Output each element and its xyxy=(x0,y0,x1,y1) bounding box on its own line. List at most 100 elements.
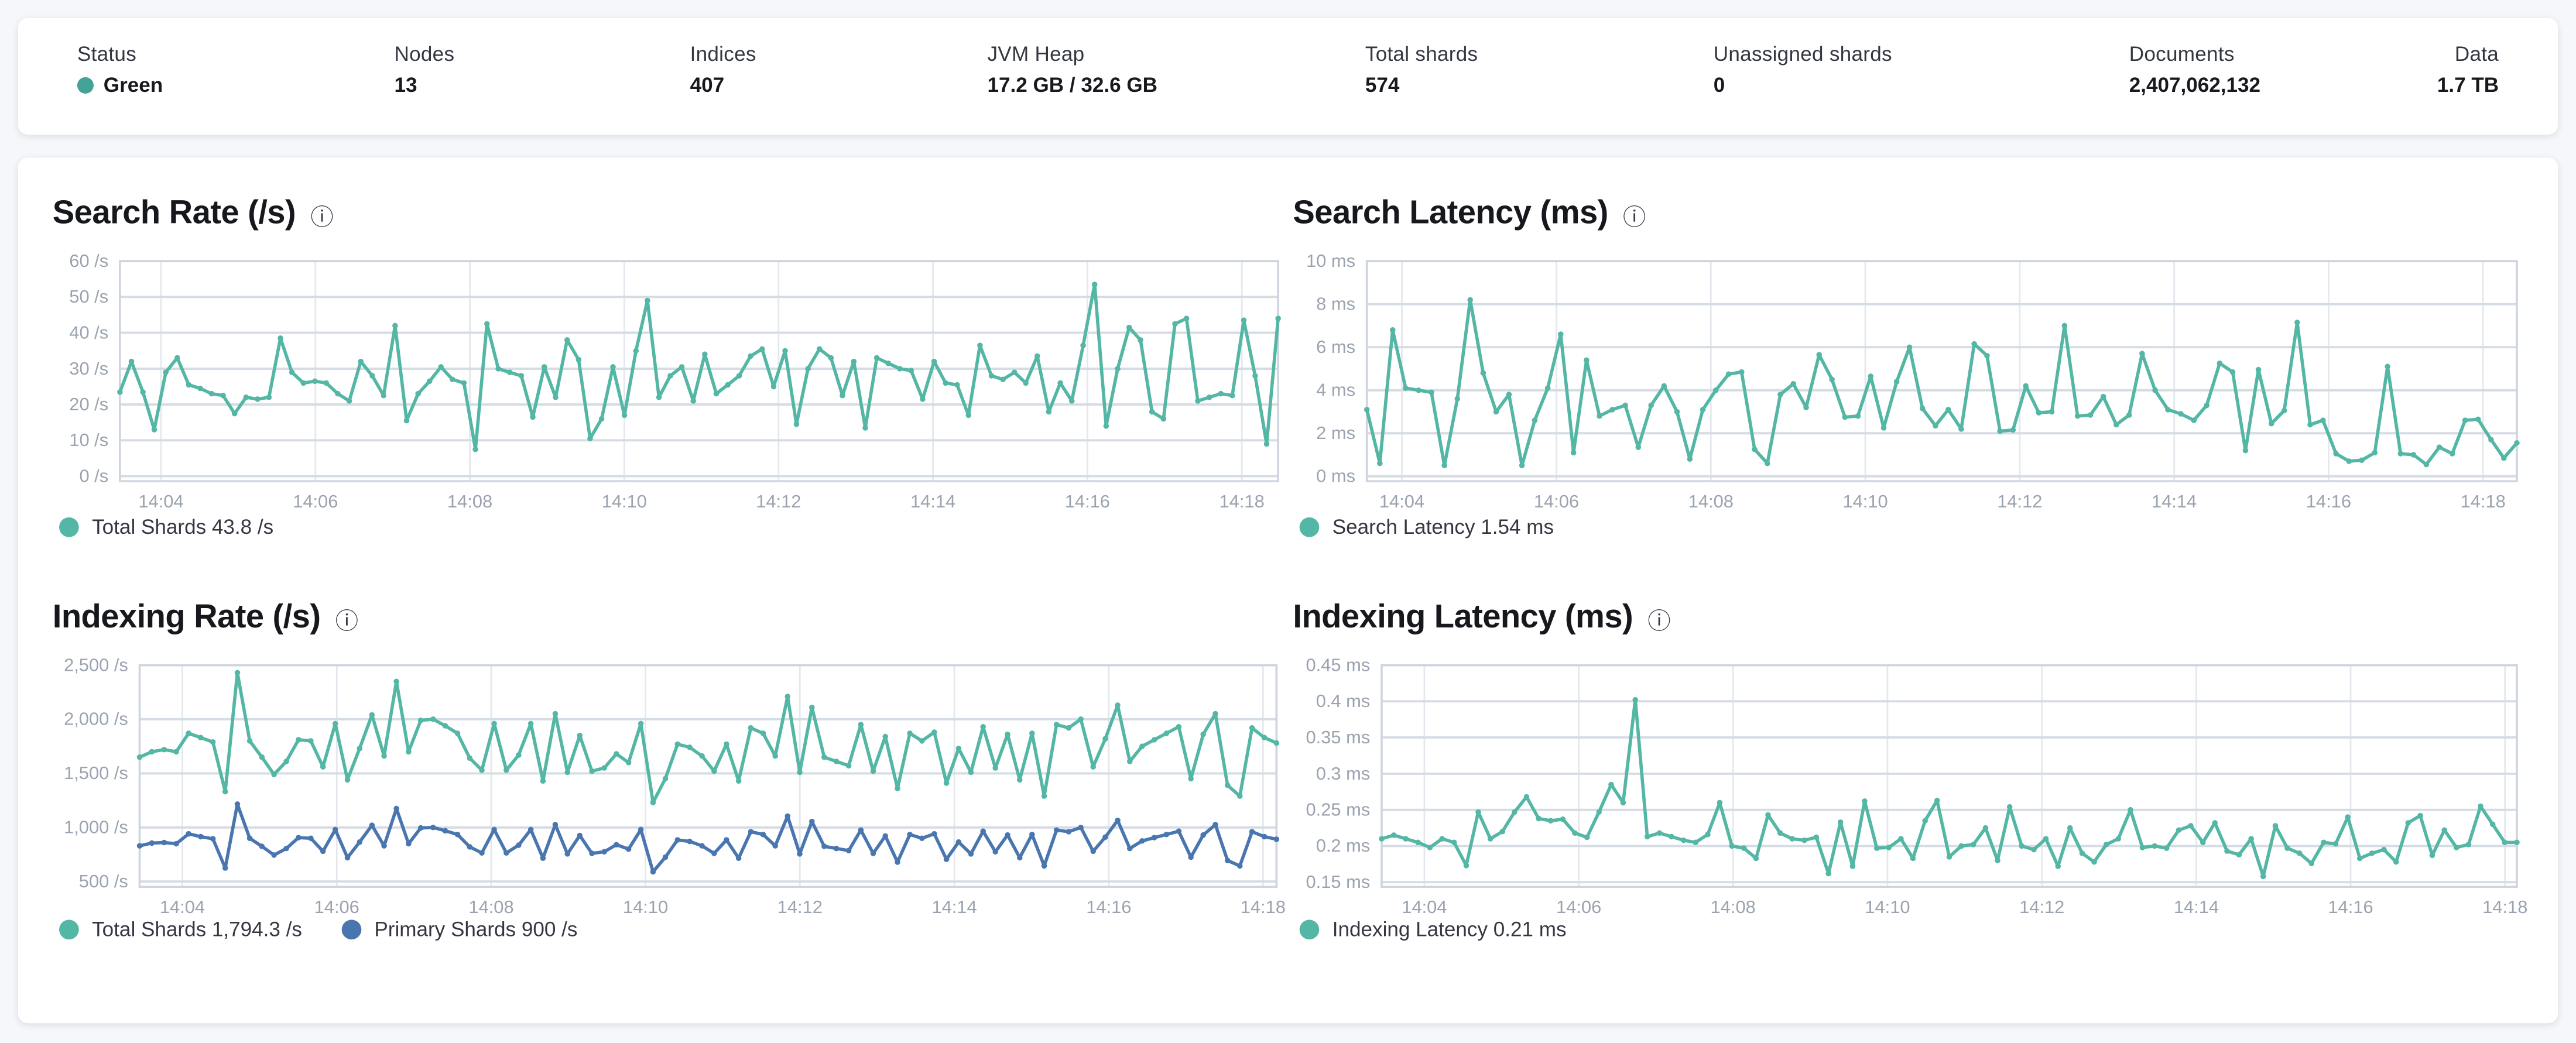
svg-text:4 ms: 4 ms xyxy=(1316,380,1355,400)
svg-text:14:14: 14:14 xyxy=(2174,897,2219,917)
search-latency-chart[interactable]: 14:04 14:06 14:08 14:10 14:12 14:14 14:16 14:18… xyxy=(1275,246,2524,526)
stat-documents: Documents 2,407,062,132 xyxy=(2129,43,2260,97)
svg-text:14:06: 14:06 xyxy=(1556,897,1601,917)
stat-label: Data xyxy=(2454,42,2499,66)
svg-text:14:08: 14:08 xyxy=(1688,491,1734,512)
svg-text:14:16: 14:16 xyxy=(2328,897,2373,917)
svg-text:2,000 /s: 2,000 /s xyxy=(64,709,128,729)
legend-dot xyxy=(59,517,79,537)
info-icon[interactable]: ⓘ xyxy=(1647,606,1671,633)
legend-dot xyxy=(341,920,361,940)
svg-text:60 /s: 60 /s xyxy=(69,251,108,271)
svg-text:1,000 /s: 1,000 /s xyxy=(64,817,128,838)
legend-label: Total Shards 1,794.3 /s xyxy=(92,918,302,941)
indexing-rate-legend[interactable]: Total Shards 1,794.3 /s Primary Shards 90… xyxy=(59,918,617,941)
svg-text:14:12: 14:12 xyxy=(2019,897,2064,917)
svg-text:14:14: 14:14 xyxy=(931,897,977,917)
stat-value: 13 xyxy=(394,74,417,97)
chart-title-text: Indexing Latency (ms) xyxy=(1293,599,1633,636)
svg-text:14:16: 14:16 xyxy=(1065,491,1110,512)
legend-item[interactable]: Total Shards 43.8 /s xyxy=(59,516,273,538)
legend-label: Indexing Latency 0.21 ms xyxy=(1332,918,1567,941)
svg-text:14:04: 14:04 xyxy=(138,491,183,512)
svg-text:14:06: 14:06 xyxy=(1534,491,1579,512)
svg-text:14:04: 14:04 xyxy=(1379,491,1424,512)
svg-text:6 ms: 6 ms xyxy=(1316,337,1355,357)
svg-text:14:04: 14:04 xyxy=(1402,897,1447,917)
svg-text:1,500 /s: 1,500 /s xyxy=(64,763,128,783)
stat-unassigned-shards: Unassigned shards 0 xyxy=(1714,43,1892,97)
indexing-rate-title: Indexing Rate (/s) ⓘ xyxy=(53,599,358,637)
legend-dot xyxy=(1299,920,1320,940)
svg-text:0.15 ms: 0.15 ms xyxy=(1306,872,1371,892)
legend-item[interactable]: Primary Shards 900 /s xyxy=(341,918,577,941)
cluster-stats-card: Status Green Nodes 13 Indices 407 JVM He… xyxy=(18,18,2558,135)
svg-text:30 /s: 30 /s xyxy=(69,358,108,379)
svg-text:14:18: 14:18 xyxy=(2461,491,2506,512)
svg-text:0.35 ms: 0.35 ms xyxy=(1306,727,1371,747)
status-green-dot xyxy=(77,77,94,94)
svg-text:14:18: 14:18 xyxy=(2482,897,2527,917)
indexing-latency-title: Indexing Latency (ms) ⓘ xyxy=(1293,599,1670,637)
stat-value: 0 xyxy=(1713,74,1725,97)
chart-title-text: Search Rate (/s) xyxy=(52,195,296,232)
svg-text:14:12: 14:12 xyxy=(1997,491,2042,512)
svg-text:14:08: 14:08 xyxy=(447,491,492,512)
svg-text:8 ms: 8 ms xyxy=(1316,294,1355,314)
indexing-latency-chart[interactable]: 14:04 14:06 14:08 14:10 14:12 14:14 14:16 14:18… xyxy=(1275,650,2528,929)
svg-text:14:08: 14:08 xyxy=(468,897,513,917)
stat-indices: Indices 407 xyxy=(690,43,756,97)
legend-item[interactable]: Search Latency 1.54 ms xyxy=(1299,516,1554,538)
stat-label: Documents xyxy=(2129,42,2235,66)
legend-dot xyxy=(59,920,79,940)
legend-label: Total Shards 43.8 /s xyxy=(92,516,274,539)
svg-text:0.45 ms: 0.45 ms xyxy=(1306,654,1371,675)
indexing-latency-legend[interactable]: Indexing Latency 0.21 ms xyxy=(1299,918,1606,941)
svg-text:14:12: 14:12 xyxy=(777,897,823,917)
legend-item[interactable]: Total Shards 1,794.3 /s xyxy=(59,918,302,941)
svg-text:14:10: 14:10 xyxy=(623,897,668,917)
stat-total-shards: Total shards 574 xyxy=(1365,43,1478,97)
info-icon[interactable]: ⓘ xyxy=(1623,203,1646,229)
search-rate-chart[interactable]: 14:04 14:06 14:08 14:10 14:12 14:14 14:16 14:18… xyxy=(28,246,1281,526)
legend-item[interactable]: Indexing Latency 0.21 ms xyxy=(1299,918,1567,941)
stat-jvm-heap: JVM Heap 17.2 GB / 32.6 GB xyxy=(987,43,1157,97)
svg-text:14:18: 14:18 xyxy=(1241,897,1286,917)
info-icon[interactable]: ⓘ xyxy=(310,203,334,229)
chart-title-text: Search Latency (ms) xyxy=(1293,195,1608,232)
stat-value: 2,407,062,132 xyxy=(2129,74,2261,97)
stat-label: Unassigned shards xyxy=(1713,42,1892,66)
svg-text:14:10: 14:10 xyxy=(602,491,647,512)
stat-value: 574 xyxy=(1365,74,1400,97)
search-rate-legend[interactable]: Total Shards 43.8 /s xyxy=(59,516,313,538)
stat-value: 17.2 GB / 32.6 GB xyxy=(987,74,1157,97)
svg-text:0 /s: 0 /s xyxy=(79,465,108,486)
charts-card: Search Rate (/s) ⓘ 14:04 14:06 14:08 14:10 1… xyxy=(18,157,2558,1024)
stat-label: Total shards xyxy=(1365,42,1478,66)
svg-text:20 /s: 20 /s xyxy=(69,394,108,414)
svg-text:10 /s: 10 /s xyxy=(69,430,108,450)
svg-text:0.4 ms: 0.4 ms xyxy=(1316,691,1371,711)
svg-text:14:10: 14:10 xyxy=(1865,897,1910,917)
svg-text:50 /s: 50 /s xyxy=(69,286,108,307)
svg-text:0 ms: 0 ms xyxy=(1316,466,1355,486)
stat-label: Indices xyxy=(690,42,756,66)
svg-text:14:18: 14:18 xyxy=(1220,491,1265,512)
svg-text:14:14: 14:14 xyxy=(910,491,955,512)
svg-text:0.3 ms: 0.3 ms xyxy=(1316,763,1371,784)
search-rate-title: Search Rate (/s) ⓘ xyxy=(52,195,334,234)
stat-nodes: Nodes 13 xyxy=(394,43,454,97)
search-latency-title: Search Latency (ms) ⓘ xyxy=(1293,195,1646,234)
svg-text:2 ms: 2 ms xyxy=(1316,423,1355,443)
search-latency-legend[interactable]: Search Latency 1.54 ms xyxy=(1299,516,1594,538)
indexing-rate-chart[interactable]: 14:04 14:06 14:08 14:10 14:12 14:14 14:16 14:18… xyxy=(28,650,1286,929)
svg-text:10 ms: 10 ms xyxy=(1306,251,1355,271)
stat-label: JVM Heap xyxy=(987,42,1085,66)
stat-value: 1.7 TB xyxy=(2437,74,2499,97)
svg-text:14:08: 14:08 xyxy=(1711,897,1756,917)
info-icon[interactable]: ⓘ xyxy=(335,606,358,633)
stat-value: Green xyxy=(103,74,163,97)
svg-text:14:16: 14:16 xyxy=(1086,897,1131,917)
chart-title-text: Indexing Rate (/s) xyxy=(52,599,321,636)
